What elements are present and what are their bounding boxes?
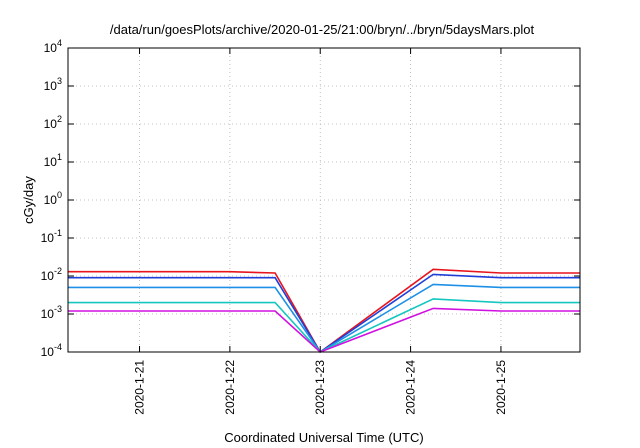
x-tick-label: 2020-1-23	[313, 360, 327, 415]
x-axis-label: Coordinated Universal Time (UTC)	[224, 430, 423, 445]
y-tick-label-base: 10	[41, 345, 55, 359]
x-axis: 2020-1-21 2020-1-22 2020-1-23 2020-1-24 2020…	[133, 48, 508, 415]
x-tick-label: 2020-1-25	[494, 360, 508, 415]
y-axis-label: cGy/day	[21, 176, 36, 224]
y-tick-label-exponent: 4	[57, 38, 62, 48]
series-line-3	[68, 283, 580, 354]
series-line-4	[68, 298, 580, 353]
y-tick-label-base: 10	[41, 269, 55, 283]
y-tick-label: 10-2	[41, 266, 62, 283]
y-tick-label: 10-3	[41, 304, 62, 321]
y-tick-label-exponent: 0	[57, 190, 62, 200]
y-tick-label-base: 10	[44, 193, 58, 207]
grid	[68, 48, 580, 352]
series-line-1	[68, 268, 580, 354]
y-tick-label: 10-4	[41, 342, 62, 359]
y-tick-label: 103	[44, 76, 62, 93]
y-tick-label-exponent: -3	[54, 304, 62, 314]
x-tick-label: 2020-1-24	[404, 360, 418, 415]
y-tick-label: 102	[44, 114, 62, 131]
y-tick-label-exponent: -1	[54, 228, 62, 238]
y-tick-label-exponent: 1	[57, 152, 62, 162]
x-tick-label: 2020-1-21	[133, 360, 147, 415]
y-tick-label-base: 10	[41, 307, 55, 321]
y-tick-label-exponent: 2	[57, 114, 62, 124]
series-line-2	[68, 273, 580, 354]
y-tick-label-base: 10	[44, 155, 58, 169]
chart-title: /data/run/goesPlots/archive/2020-01-25/2…	[110, 22, 535, 37]
y-tick-label-base: 10	[44, 79, 58, 93]
y-tick-label-exponent: -2	[54, 266, 62, 276]
y-tick-label-base: 10	[41, 231, 55, 245]
y-tick-label: 101	[44, 152, 62, 169]
series-line-5	[68, 307, 580, 353]
y-tick-label: 104	[44, 38, 62, 55]
series-layer	[68, 268, 580, 354]
y-tick-label-exponent: 3	[57, 76, 62, 86]
y-tick-label-base: 10	[44, 41, 58, 55]
y-tick-label-base: 10	[44, 117, 58, 131]
y-tick-label-exponent: -4	[54, 342, 62, 352]
x-tick-label: 2020-1-22	[223, 360, 237, 415]
y-tick-label: 100	[44, 190, 62, 207]
y-tick-label: 10-1	[41, 228, 62, 245]
